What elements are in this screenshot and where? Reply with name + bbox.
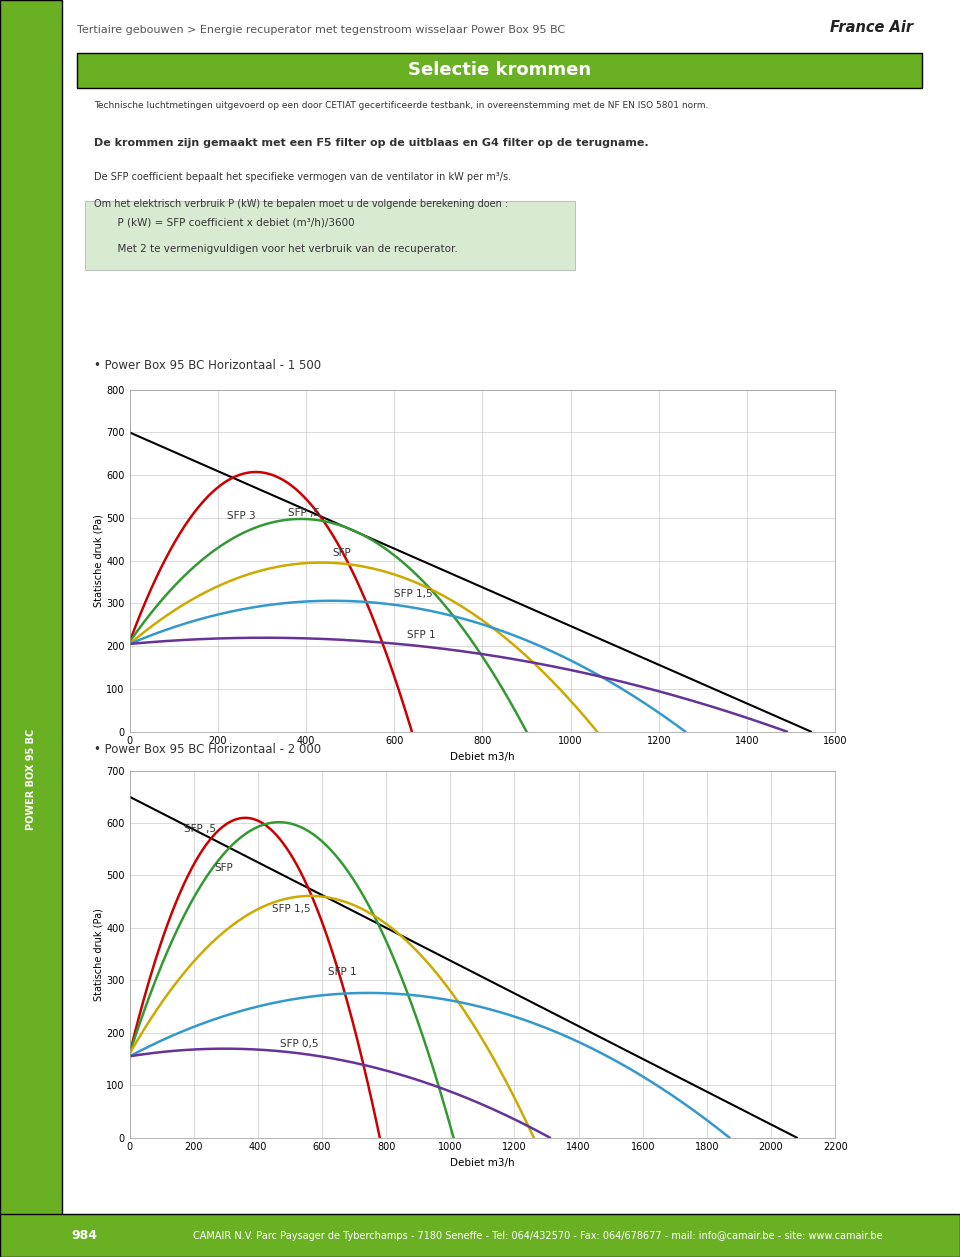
Y-axis label: Statische druk (Pa): Statische druk (Pa) — [93, 514, 104, 607]
Text: • Power Box 95 BC Horizontaal - 2 000: • Power Box 95 BC Horizontaal - 2 000 — [94, 743, 321, 755]
Text: SFP: SFP — [215, 864, 233, 874]
Text: • Power Box 95 BC Horizontaal - 1 500: • Power Box 95 BC Horizontaal - 1 500 — [94, 360, 321, 372]
X-axis label: Debiet m3/h: Debiet m3/h — [450, 752, 515, 762]
Text: SFP 3: SFP 3 — [227, 510, 255, 520]
Text: Selectie krommen: Selectie krommen — [408, 62, 590, 79]
Text: SFP ,5: SFP ,5 — [288, 508, 321, 518]
Text: SFP 0,5: SFP 0,5 — [280, 1038, 319, 1048]
Text: Tertiaire gebouwen > Energie recuperator met tegenstroom wisselaar Power Box 95 : Tertiaire gebouwen > Energie recuperator… — [77, 25, 564, 35]
Text: CAMAIR N.V. Parc Paysager de Tyberchamps - 7180 Seneffe - Tel: 064/432570 - Fax:: CAMAIR N.V. Parc Paysager de Tyberchamps… — [193, 1231, 882, 1241]
Text: SFP 1,5: SFP 1,5 — [273, 904, 311, 914]
Text: SFP: SFP — [332, 548, 351, 558]
FancyBboxPatch shape — [0, 1214, 960, 1257]
Text: De SFP coefficient bepaalt het specifieke vermogen van de ventilator in kW per m: De SFP coefficient bepaalt het specifiek… — [94, 172, 511, 182]
Text: SFP 1: SFP 1 — [328, 967, 357, 977]
Text: De krommen zijn gemaakt met een F5 filter op de uitblaas en G4 filter op de teru: De krommen zijn gemaakt met een F5 filte… — [94, 138, 648, 148]
FancyBboxPatch shape — [0, 0, 62, 1257]
Text: SFP ,5: SFP ,5 — [184, 825, 216, 835]
Y-axis label: Statische druk (Pa): Statische druk (Pa) — [93, 908, 104, 1001]
Text: P (kW) = SFP coefficient x debiet (m³/h)/3600: P (kW) = SFP coefficient x debiet (m³/h)… — [110, 217, 354, 228]
Text: SFP 1,5: SFP 1,5 — [395, 590, 433, 598]
Text: SFP 1: SFP 1 — [407, 630, 436, 640]
Text: Met 2 te vermenigvuldigen voor het verbruik van de recuperator.: Met 2 te vermenigvuldigen voor het verbr… — [110, 244, 457, 254]
Text: POWER BOX 95 BC: POWER BOX 95 BC — [26, 729, 36, 830]
Text: Technische luchtmetingen uitgevoerd op een door CETIAT gecertificeerde testbank,: Technische luchtmetingen uitgevoerd op e… — [94, 101, 708, 111]
Text: Om het elektrisch verbruik P (kW) te bepalen moet u de volgende berekening doen : Om het elektrisch verbruik P (kW) te bep… — [94, 199, 508, 209]
X-axis label: Debiet m3/h: Debiet m3/h — [450, 1158, 515, 1168]
FancyBboxPatch shape — [77, 53, 922, 88]
Text: France Air: France Air — [830, 20, 913, 35]
Text: 984: 984 — [71, 1229, 98, 1242]
FancyBboxPatch shape — [85, 201, 575, 270]
